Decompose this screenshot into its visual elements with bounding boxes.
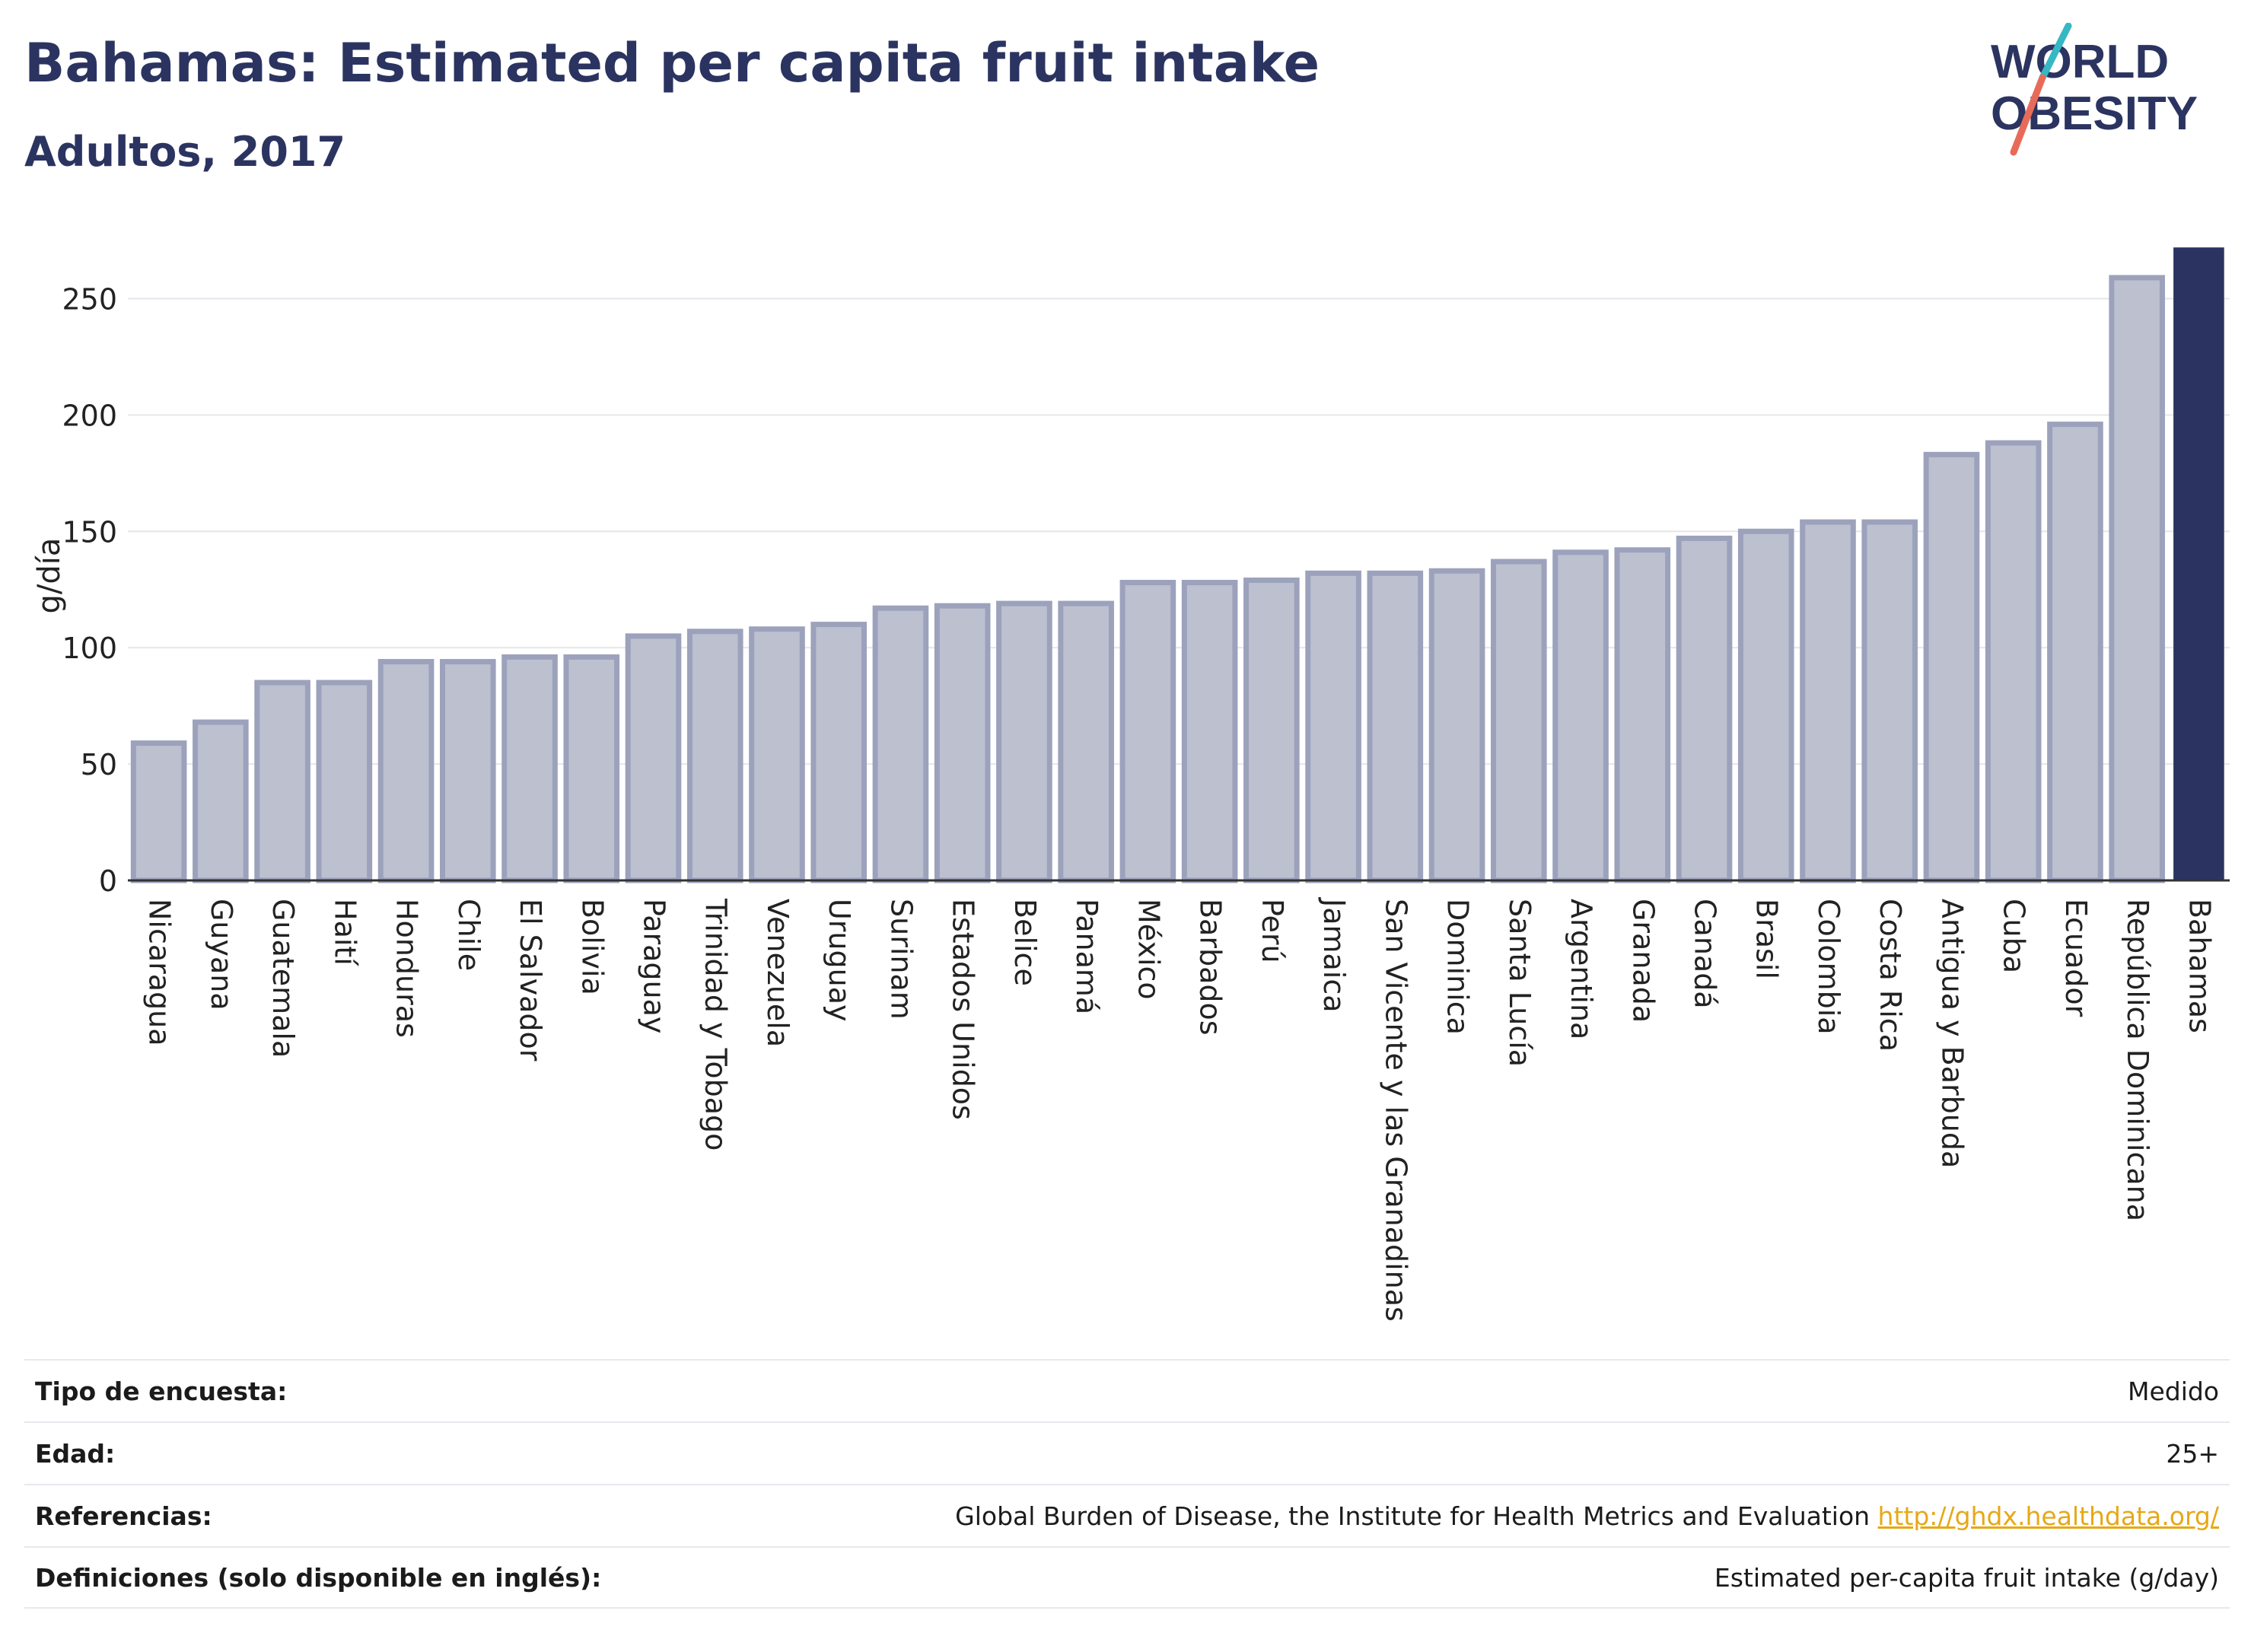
y-tick-label: 150 [62, 515, 117, 549]
bar [1861, 519, 1918, 883]
x-tick-label: Colombia [1812, 899, 1845, 1035]
bar [439, 659, 496, 883]
x-tick-label: Guatemala [266, 899, 300, 1058]
chart-subtitle: Adultos, 2017 [24, 128, 346, 176]
bar [749, 626, 805, 883]
bar [934, 603, 991, 883]
bar [1181, 580, 1238, 883]
bar [1367, 570, 1424, 883]
bar [193, 719, 249, 883]
bar [1552, 549, 1609, 883]
bar [1737, 528, 1794, 883]
x-tick-label: Honduras [390, 899, 424, 1038]
x-tick-label: San Vicente y las Granadinas [1379, 899, 1412, 1322]
y-tick-label: 0 [99, 864, 117, 898]
bar [1923, 451, 1980, 883]
meta-label: Referencias: [35, 1501, 212, 1531]
world-obesity-logo: WORLD OBESITY [1991, 23, 2198, 156]
reference-text: Global Burden of Disease, the Institute … [955, 1501, 1871, 1531]
x-tick-label: Venezuela [761, 899, 794, 1047]
bar [1676, 535, 1733, 883]
x-tick-label: República Dominicana [2121, 899, 2154, 1221]
bar [1428, 568, 1485, 883]
x-tick-label: Perú [1256, 899, 1289, 963]
x-tick-label: El Salvador [514, 899, 547, 1062]
meta-value: Medido [2127, 1376, 2219, 1406]
bar [686, 629, 743, 883]
logo-text-world: WORLD [1991, 36, 2169, 88]
meta-label: Tipo de encuesta: [35, 1376, 288, 1406]
bar [2047, 422, 2103, 883]
x-tick-label: Santa Lucía [1503, 899, 1536, 1067]
bar [1058, 600, 1114, 883]
x-tick-label: Bahamas [2183, 899, 2216, 1033]
bar [316, 680, 373, 883]
bar [1614, 547, 1671, 883]
x-tick-label: Argentina [1565, 899, 1598, 1039]
bar-highlight [2173, 247, 2224, 880]
bar [996, 600, 1052, 883]
x-tick-label: Jamaica [1317, 897, 1351, 1013]
bar [872, 605, 929, 883]
x-tick-label: Cuba [1998, 899, 2031, 973]
x-tick-label: Paraguay [638, 899, 671, 1033]
bar [2109, 275, 2165, 883]
x-tick-label: Brasil [1750, 899, 1784, 979]
x-tick-label: Uruguay [823, 899, 856, 1022]
bar [563, 654, 620, 883]
x-tick-label: Granada [1626, 899, 1660, 1023]
x-tick-label: Trinidad y Tobago [699, 898, 733, 1151]
logo-slash-coral [2010, 74, 2046, 156]
x-tick-label: Costa Rica [1874, 899, 1907, 1052]
x-tick-label: Bolivia [575, 899, 609, 995]
bar [625, 633, 682, 883]
x-tick-label: Surinam [884, 899, 918, 1020]
x-tick-label: Nicaragua [143, 899, 177, 1046]
bar [1985, 440, 2042, 883]
y-tick-label: 200 [62, 399, 117, 432]
meta-value: 25+ [2166, 1438, 2219, 1469]
y-tick-label: 100 [62, 632, 117, 665]
x-tick-label: Chile [452, 899, 486, 971]
meta-row-definitions: Definiciones (solo disponible en inglés)… [24, 1546, 2230, 1609]
x-tick-label: Guyana [205, 899, 238, 1011]
bar [1800, 519, 1856, 883]
x-tick-label: México [1132, 899, 1165, 1000]
logo-slash-teal [2039, 23, 2072, 81]
chart-title: Bahamas: Estimated per capita fruit inta… [24, 32, 1320, 94]
x-tick-label: Dominica [1441, 899, 1475, 1035]
x-tick-label: Panamá [1070, 899, 1103, 1014]
y-tick-label: 50 [81, 748, 117, 781]
y-tick-label: 250 [62, 282, 117, 316]
meta-label: Definiciones (solo disponible en inglés)… [35, 1562, 602, 1593]
bar [1305, 570, 1361, 883]
bar [130, 740, 187, 883]
bar [1119, 580, 1176, 883]
x-tick-label: Estados Unidos [947, 899, 980, 1120]
y-axis-label: g/día [32, 538, 67, 614]
meta-row-survey-type: Tipo de encuesta: Medido [24, 1359, 2230, 1421]
reference-link[interactable]: http://ghdx.healthdata.org/ [1877, 1501, 2219, 1531]
meta-value-references: Global Burden of Disease, the Institute … [955, 1501, 2219, 1531]
bar [377, 659, 435, 883]
x-tick-label: Ecuador [2059, 899, 2093, 1017]
meta-row-references: Referencias: Global Burden of Disease, t… [24, 1484, 2230, 1546]
bar [1490, 559, 1547, 883]
bar-chart: 0 50 100 150 200 250 g/día Nicaragua Guyana Guate… [32, 247, 2230, 1322]
meta-label: Edad: [35, 1438, 116, 1469]
x-tick-label: Haití [328, 899, 361, 966]
bar [254, 680, 310, 883]
x-tick-label: Canadá [1689, 899, 1722, 1009]
x-tick-label: Barbados [1194, 899, 1227, 1036]
bar [810, 622, 868, 883]
x-tick-label: Belice [1008, 899, 1042, 986]
meta-value: Estimated per-capita fruit intake (g/day… [1714, 1562, 2219, 1593]
x-tick-label: Antigua y Barbuda [1935, 899, 1969, 1168]
bar [1243, 577, 1300, 883]
bar [501, 654, 558, 883]
metadata-table: Tipo de encuesta: Medido Edad: 25+ Refer… [24, 1359, 2230, 1609]
meta-row-age: Edad: 25+ [24, 1421, 2230, 1484]
